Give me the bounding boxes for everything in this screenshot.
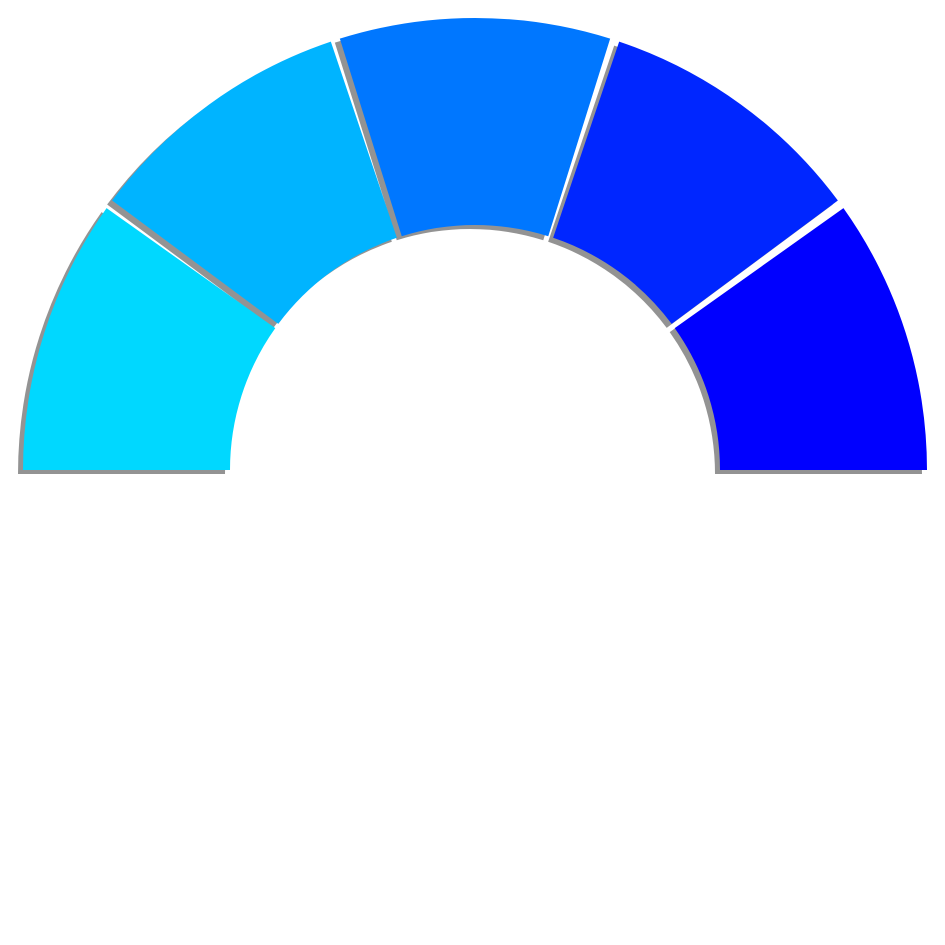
donut-segment-3: [339, 17, 611, 237]
donut-segment-1: [23, 208, 276, 470]
donut-segment-2: [112, 41, 397, 324]
segments: [23, 17, 928, 470]
donut-segment-5: [674, 208, 928, 470]
donut-segment-4: [553, 41, 838, 324]
